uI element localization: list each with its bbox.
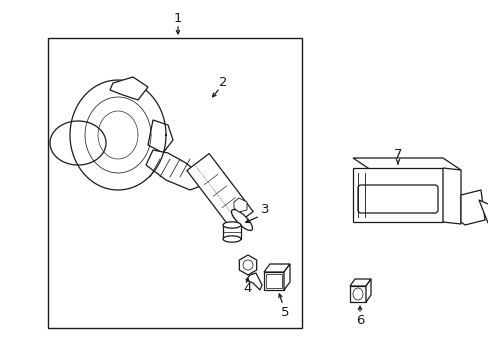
Polygon shape: [245, 273, 262, 290]
Text: 1: 1: [173, 12, 182, 24]
Ellipse shape: [352, 288, 362, 300]
Polygon shape: [148, 120, 173, 153]
Text: 3: 3: [260, 203, 269, 216]
Polygon shape: [442, 168, 460, 224]
Polygon shape: [352, 158, 460, 170]
Polygon shape: [110, 77, 148, 100]
Text: 2: 2: [218, 76, 227, 89]
Ellipse shape: [223, 222, 241, 228]
Polygon shape: [478, 200, 488, 223]
Polygon shape: [50, 121, 106, 165]
Polygon shape: [365, 279, 370, 302]
Text: 7: 7: [393, 148, 402, 162]
Text: 5: 5: [280, 306, 289, 319]
Polygon shape: [234, 198, 246, 212]
Text: 6: 6: [355, 314, 364, 327]
Polygon shape: [264, 272, 284, 290]
Ellipse shape: [231, 210, 252, 230]
Polygon shape: [186, 153, 253, 229]
Polygon shape: [70, 80, 165, 190]
Polygon shape: [264, 264, 289, 272]
Bar: [265, 274, 282, 288]
Polygon shape: [349, 286, 365, 302]
Bar: [223, 225, 241, 239]
Polygon shape: [352, 168, 442, 222]
Polygon shape: [239, 255, 256, 275]
Polygon shape: [349, 279, 370, 286]
Polygon shape: [460, 190, 484, 225]
Polygon shape: [146, 150, 203, 190]
Polygon shape: [284, 264, 289, 290]
Ellipse shape: [223, 236, 241, 242]
Circle shape: [243, 260, 252, 270]
FancyBboxPatch shape: [357, 185, 437, 213]
Text: 4: 4: [244, 282, 252, 294]
Bar: [48, 38, 302, 328]
